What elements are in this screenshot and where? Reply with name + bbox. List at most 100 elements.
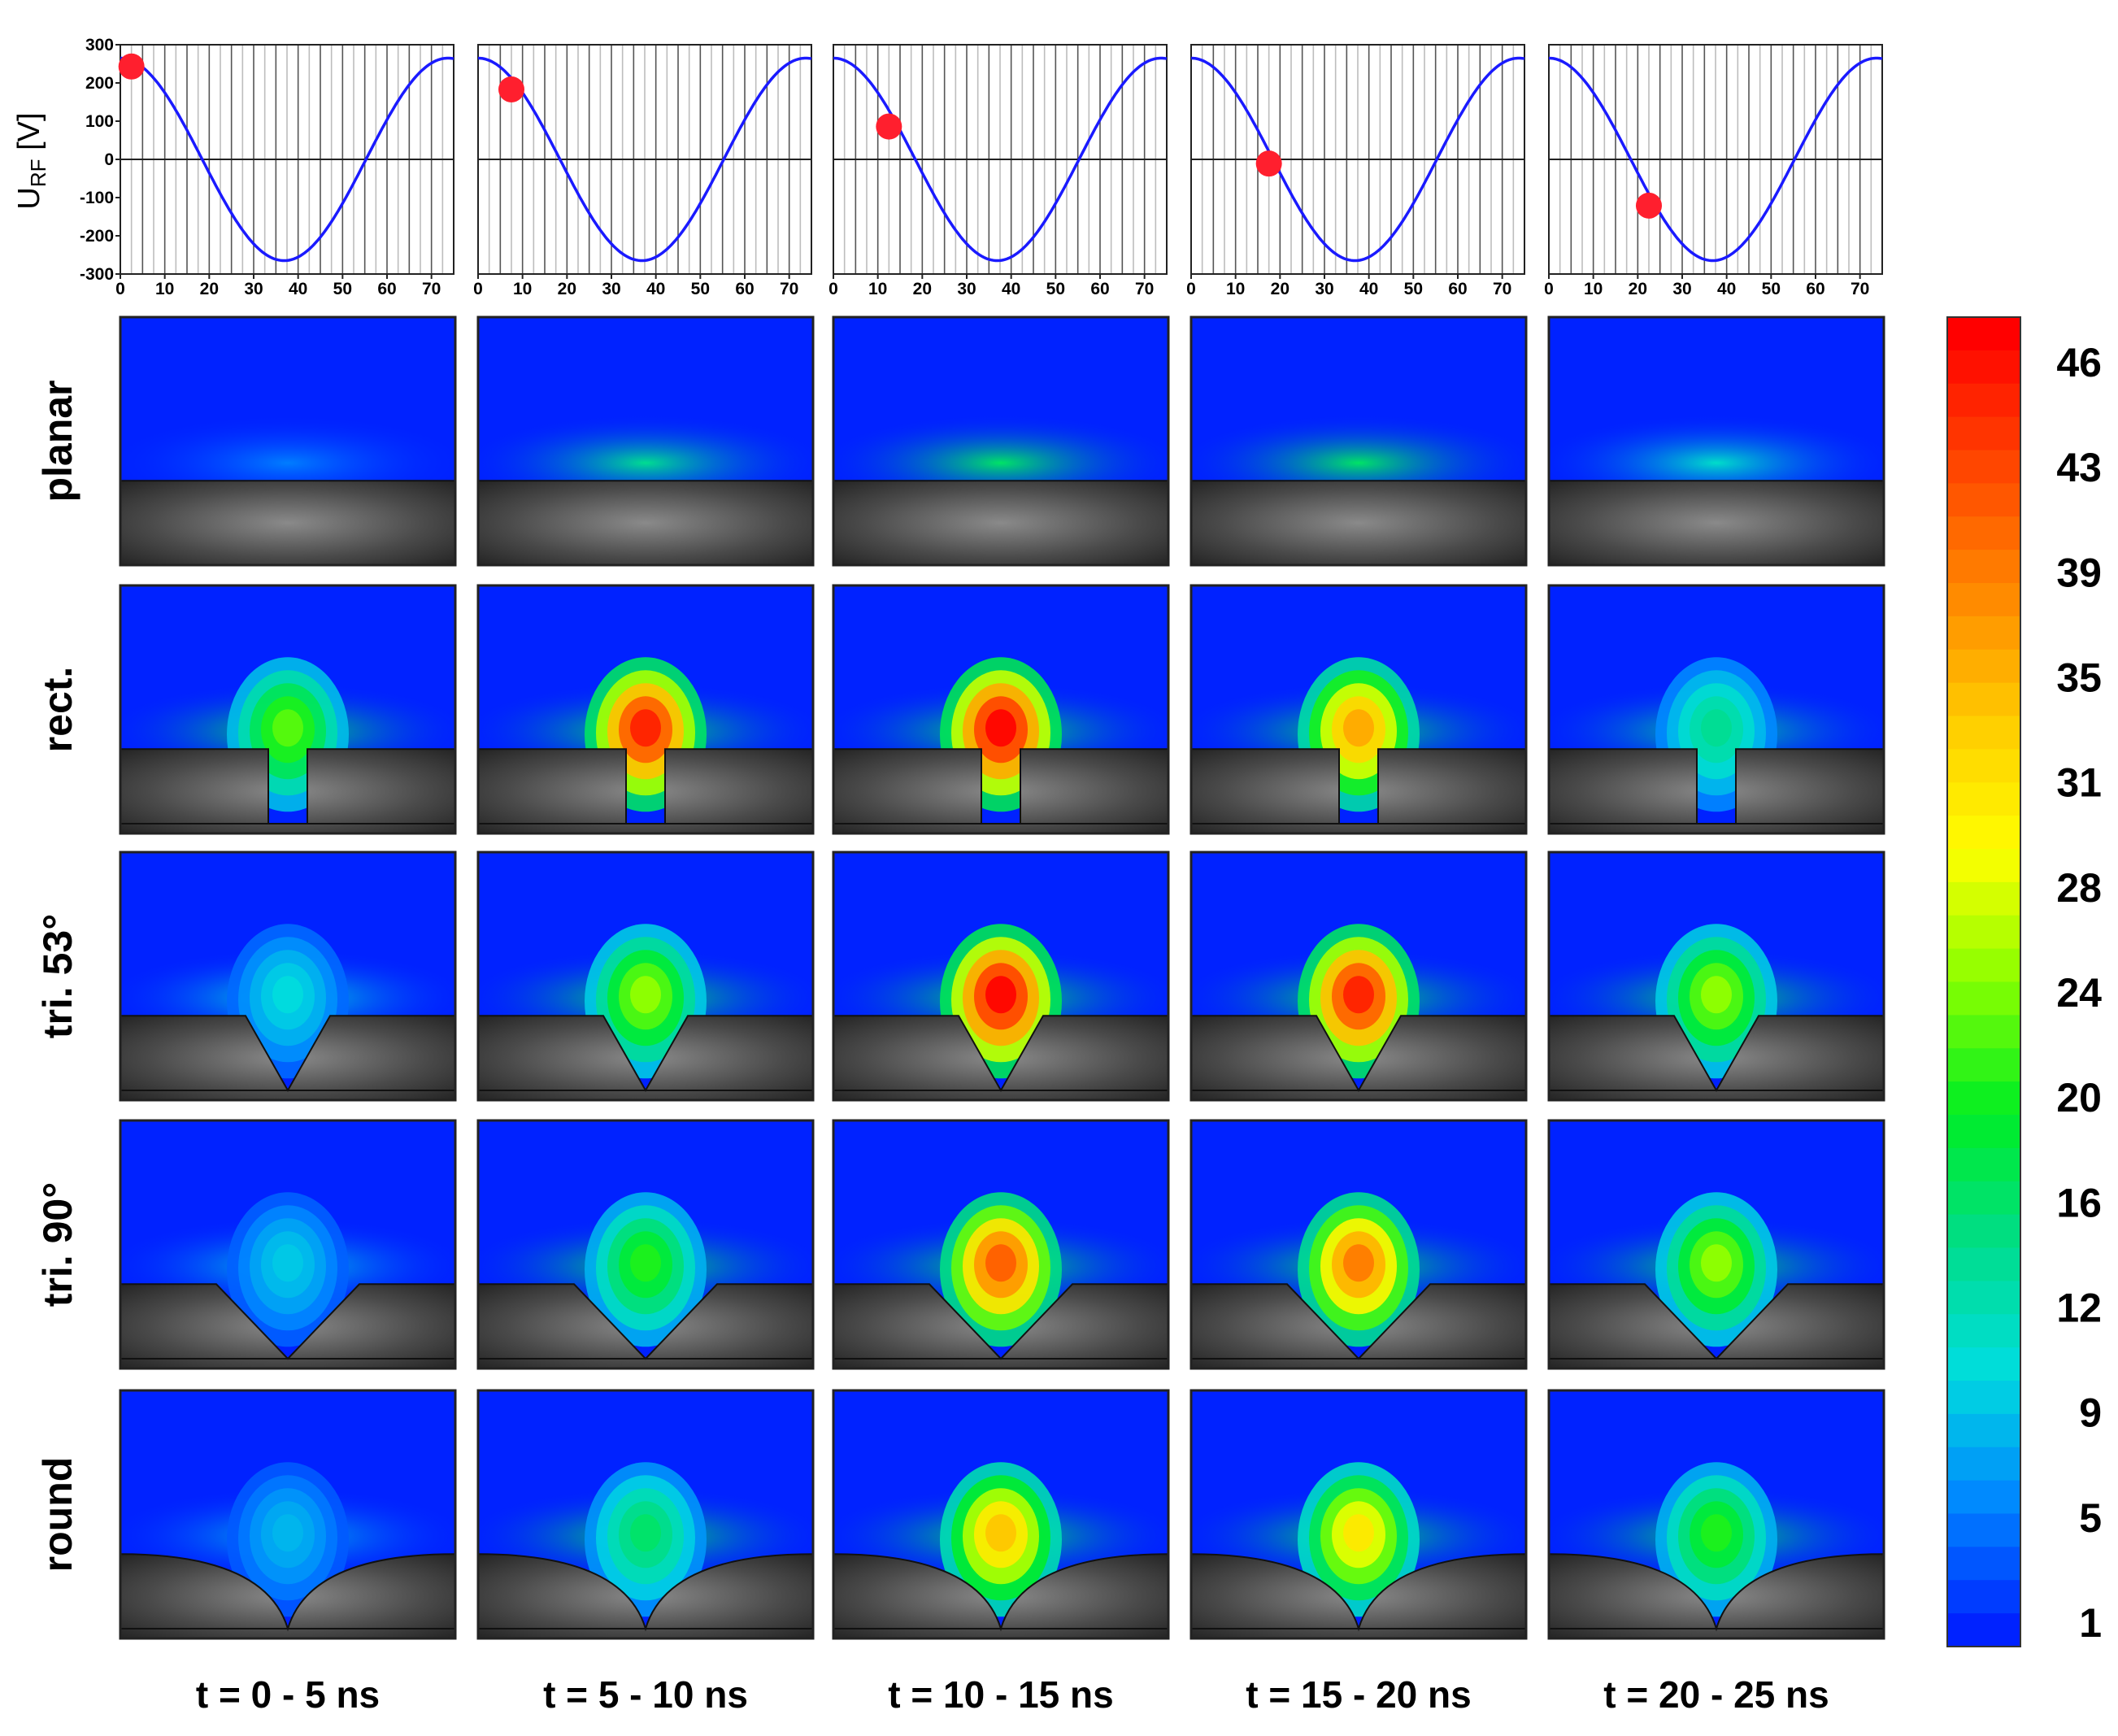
x-tick-label: 10 [513, 280, 532, 298]
x-tick-label: 0 [1544, 280, 1554, 298]
colorbar-band [1947, 716, 2020, 751]
panel-frame [1189, 584, 1528, 835]
heatmap-content [833, 1120, 1168, 1368]
panel-frame [832, 1389, 1170, 1640]
colorbar-tick-label: 12 [2056, 1286, 2102, 1331]
colorbar-band [1947, 1580, 2020, 1615]
panel-frame [476, 584, 815, 835]
waveform-curve [477, 56, 812, 263]
waveform-frame [477, 44, 812, 275]
panel-frame [119, 315, 457, 567]
x-tick-label: 50 [1762, 280, 1781, 298]
heatmap-content [1191, 852, 1526, 1100]
heatmap-content [478, 585, 813, 833]
heatmap-content [120, 852, 455, 1100]
x-tick-label: 20 [558, 280, 576, 298]
colorbar-tick-label: 16 [2056, 1180, 2102, 1225]
colorbar-band [1947, 1381, 2020, 1415]
x-tick-label: 60 [1448, 280, 1467, 298]
waveform-plot-3: 0 10 20 30 40 50 60 70 [828, 44, 1168, 298]
x-tick-label: 30 [1672, 280, 1691, 298]
x-tick-label: 50 [1404, 280, 1423, 298]
x-tick-label: 70 [422, 280, 441, 298]
intensity-contour [630, 1514, 661, 1552]
panel-frame [1547, 1389, 1885, 1640]
waveform-frame [1548, 44, 1883, 275]
heatmap-panel [832, 1389, 1170, 1640]
heatmap-content [120, 317, 455, 565]
electrode [478, 1015, 813, 1100]
waveform-curve [833, 56, 1168, 263]
phase-marker [1255, 150, 1282, 177]
phase-marker [876, 113, 902, 140]
intensity-contour [1701, 1244, 1732, 1282]
colorbar-band [1947, 383, 2020, 418]
phase-marker [498, 76, 524, 102]
colorbar-tick-label: 1 [2079, 1600, 2102, 1646]
panel-frame [1189, 1389, 1528, 1640]
electrode [1549, 480, 1884, 565]
intensity-contour [272, 976, 303, 1014]
colorbar-frame [1946, 316, 2021, 1647]
colorbar-tick-label: 31 [2056, 760, 2102, 806]
colorbar-tick-label: 28 [2056, 865, 2102, 911]
x-tick-label: 40 [1359, 280, 1378, 298]
column-label: t = 20 - 25 ns [1603, 1673, 1829, 1716]
colorbar-band [1947, 1613, 2020, 1647]
intensity-contour [272, 1244, 303, 1282]
y-tick-label: -200 [80, 227, 114, 246]
heatmap-panel [476, 584, 815, 835]
heatmap-panel [1547, 584, 1885, 835]
colorbar-band [1947, 1447, 2020, 1481]
x-tick-label: 40 [289, 280, 307, 298]
panel-frame [1189, 851, 1528, 1102]
heatmap-panel [1189, 584, 1528, 835]
x-tick-label: 0 [1186, 280, 1196, 298]
electrode [120, 1283, 455, 1368]
electrode [1549, 1015, 1884, 1100]
panel-frame [832, 851, 1170, 1102]
heatmap-panel [1189, 315, 1528, 567]
heatmap-content [1191, 317, 1526, 565]
colorbar-band [1947, 816, 2020, 850]
heatmap-content [120, 1390, 455, 1638]
heatmap-content [120, 1120, 455, 1368]
electrode [833, 1553, 1168, 1638]
intensity-contour [272, 1514, 303, 1552]
colorbar: 46 43 39 35 31 28 24 20 16 12 9 5 1 [1946, 316, 2102, 1647]
electrode [833, 748, 1168, 833]
colorbar-tick-label: 35 [2056, 655, 2102, 701]
panel-frame [119, 851, 457, 1102]
intensity-contour [630, 976, 661, 1014]
x-tick-label: 30 [602, 280, 620, 298]
colorbar-band [1947, 1347, 2020, 1381]
x-tick-label: 60 [1090, 280, 1109, 298]
row-label: tri. 53° [35, 914, 80, 1038]
colorbar-band [1947, 849, 2020, 883]
waveform-curve [120, 56, 454, 263]
heatmap-panel [1547, 315, 1885, 567]
electrode [1191, 1015, 1526, 1100]
heatmap-content [833, 317, 1168, 565]
intensity-contour [1343, 976, 1374, 1014]
panel-labels: planar rect. tri. 53° tri. 90° round t = 0 - … [35, 380, 1829, 1716]
heatmap-content [478, 1390, 813, 1638]
electrode [833, 1283, 1168, 1368]
x-tick-label: 0 [828, 280, 838, 298]
waveform-plots: 0 10 20 30 40 50 60 70 0 10 20 30 40 50 60 70 0 10 20 30 40 5… [12, 36, 1883, 298]
x-tick-label: 40 [646, 280, 665, 298]
heatmap-content [833, 1390, 1168, 1638]
x-tick-label: 70 [780, 280, 798, 298]
electrode [120, 1015, 455, 1100]
heatmap-panel [119, 851, 457, 1102]
panel-frame [476, 851, 815, 1102]
heatmap-panel [476, 1389, 815, 1640]
heatmap-content [1549, 852, 1884, 1100]
row-label: planar [35, 380, 80, 502]
waveform-ylabel: URF [V] [12, 112, 50, 209]
electrode [1191, 480, 1526, 565]
heatmap-content [1191, 585, 1526, 833]
x-tick-label: 40 [1717, 280, 1736, 298]
colorbar-tick-label: 24 [2056, 970, 2102, 1016]
colorbar-band [1947, 1281, 2020, 1316]
